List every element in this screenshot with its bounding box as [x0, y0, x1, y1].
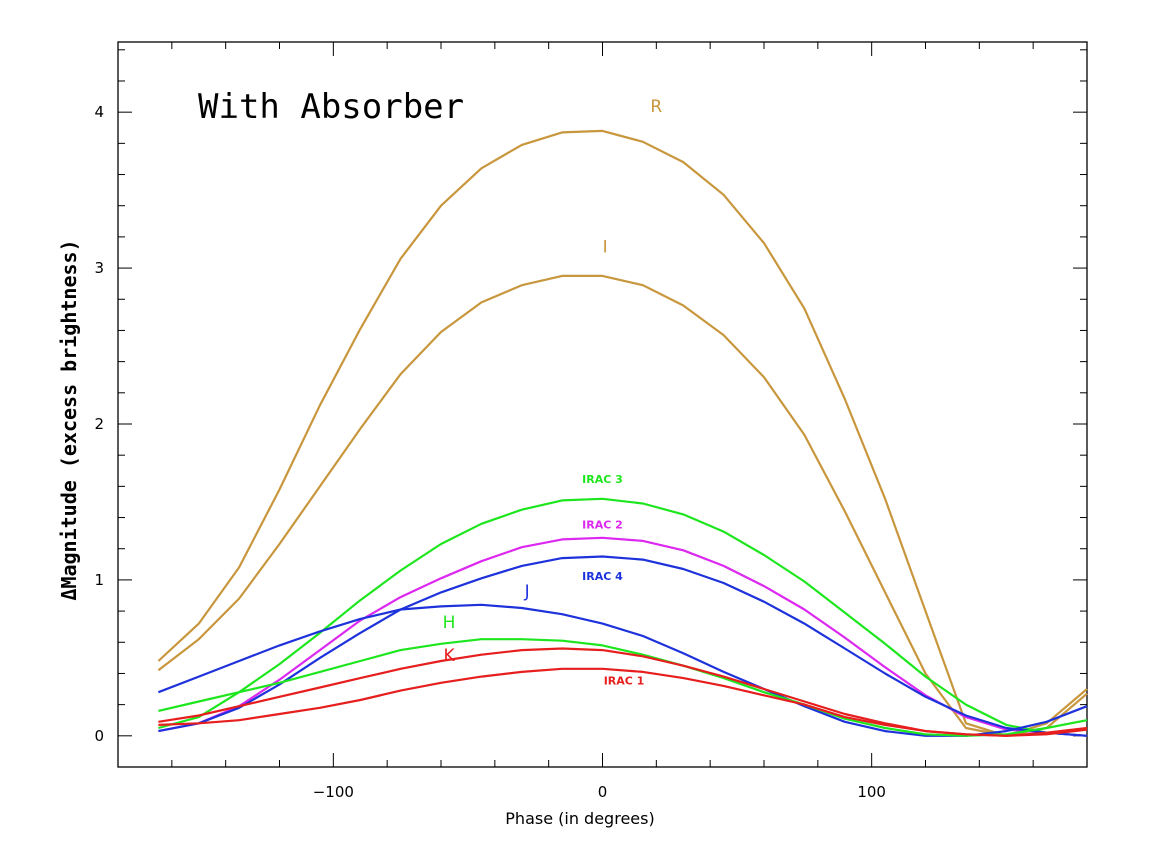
x-tick-label: 0: [598, 783, 608, 801]
x-tick-label: 100: [857, 783, 886, 801]
y-tick-label: 1: [94, 571, 104, 589]
series-label: K: [443, 646, 455, 666]
series-label: IRAC 2: [582, 518, 623, 531]
series-label: R: [650, 97, 662, 117]
y-tick-label: 0: [94, 727, 104, 745]
axis-ticks: [118, 42, 1088, 768]
y-tick-label: 2: [94, 415, 104, 433]
y-tick-labels: 0 1 2 3 4: [94, 103, 104, 745]
series-label: J: [524, 582, 530, 602]
x-tick-labels: −100 0 100: [313, 783, 886, 801]
series-line: [158, 667, 1088, 737]
series-line: [158, 555, 1088, 737]
series-label: I: [603, 237, 608, 257]
series-lines: [157, 129, 1088, 737]
series-line: [158, 497, 1088, 737]
y-tick-label: 4: [94, 103, 104, 121]
series-labels: R I IRAC 3 IRAC 2 IRAC 4 J HK IRAC 1: [443, 97, 663, 687]
y-tick-label: 3: [94, 259, 104, 277]
series-label: IRAC 4: [582, 570, 623, 583]
series-label: H: [443, 613, 456, 633]
series-label: IRAC 3: [582, 473, 623, 486]
x-tick-label: −100: [313, 783, 354, 801]
y-axis-label: ΔMagnitude (excess brightness): [57, 239, 81, 600]
chart-annotation: With Absorber: [198, 87, 464, 127]
x-axis-label: Phase (in degrees): [505, 809, 654, 828]
series-line: [158, 638, 1088, 737]
series-label: IRAC 1: [604, 674, 645, 687]
series-line: [158, 603, 1088, 737]
series-line: [157, 129, 1088, 737]
